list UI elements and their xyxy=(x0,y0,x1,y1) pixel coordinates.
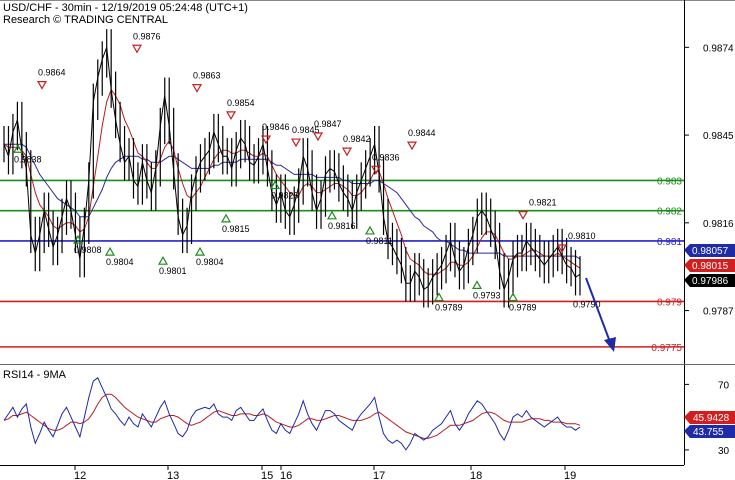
swing-low-label: 0.9816 xyxy=(328,221,356,231)
swing-low-markers: 0.9838 0.9808 0.9804 0.9801 0.9804 0.9815 0.98… xyxy=(12,144,601,313)
time-tick-label: 17 xyxy=(373,470,385,480)
swing-high-label: 0.9821 xyxy=(529,198,557,208)
swing-high-triangle xyxy=(191,84,203,93)
rsi-title: RSI14 - 9MA xyxy=(3,369,67,381)
swing-low-label: 0.9790 xyxy=(573,299,601,309)
time-tick-label: 13 xyxy=(167,470,179,480)
level-labels: 0.983 0.982 0.981 0.979 0.9775 xyxy=(651,176,682,353)
price-tick-label: 0.9845 xyxy=(703,131,734,142)
time-tick-label: 15 xyxy=(261,470,273,480)
price-badge xyxy=(684,259,735,272)
price-tick-label: 0.9816 xyxy=(703,219,734,230)
swing-low-triangle xyxy=(157,255,169,265)
swing-low-triangle xyxy=(433,292,445,302)
swing-high-label: 0.9854 xyxy=(227,98,255,108)
swing-low-label: 0.9815 xyxy=(222,224,250,234)
rsi-badge xyxy=(684,425,735,438)
swing-high-label: 0.9842 xyxy=(343,134,371,144)
swing-low-label: 0.9804 xyxy=(196,257,224,267)
ma-fast-line xyxy=(3,88,581,275)
swing-low-triangle xyxy=(507,292,519,302)
chart-title: USD/CHF - 30min - 12/19/2019 05:24:48 (U… xyxy=(3,2,248,14)
swing-low-triangle xyxy=(194,246,206,256)
price-bars xyxy=(3,29,581,308)
rsi-tick-label: 70 xyxy=(718,380,730,391)
swing-low-label: 0.9826 xyxy=(271,191,299,201)
level-label: 0.9775 xyxy=(651,343,682,354)
time-tick-label: 12 xyxy=(74,470,86,480)
swing-low-label: 0.9838 xyxy=(14,154,42,164)
swing-low-triangle xyxy=(269,180,281,190)
price-badge xyxy=(684,244,735,257)
level-label: 0.982 xyxy=(657,207,682,218)
swing-low-triangle xyxy=(220,213,232,223)
swing-low-label: 0.9801 xyxy=(159,266,187,276)
swing-high-label: 0.9810 xyxy=(568,231,596,241)
swing-low-triangle xyxy=(72,234,84,244)
level-label: 0.979 xyxy=(657,297,682,308)
swing-low-triangle xyxy=(471,280,483,290)
main-panel-frame xyxy=(0,0,735,466)
rsi-line xyxy=(3,377,581,451)
level-label: 0.983 xyxy=(657,176,682,187)
time-tick-label: 19 xyxy=(564,470,576,480)
price-badge-label: 0.97986 xyxy=(692,276,729,287)
rsi-ma-line xyxy=(3,393,581,439)
swing-high-triangle xyxy=(312,132,324,142)
swing-high-label: 0.9863 xyxy=(193,71,221,81)
swing-low-label: 0.9789 xyxy=(509,303,537,313)
swing-high-label: 0.9847 xyxy=(314,119,342,129)
chart-source: Research © TRADING CENTRAL xyxy=(3,14,168,26)
swing-low-label: 0.9789 xyxy=(435,303,463,313)
swing-high-triangle xyxy=(225,111,237,121)
swing-low-triangle xyxy=(326,210,338,220)
time-tick-label: 16 xyxy=(280,470,292,480)
swing-high-triangle xyxy=(370,165,382,175)
projection-arrow xyxy=(585,277,616,352)
price-badge xyxy=(684,274,735,287)
swing-low-triangle xyxy=(364,225,376,235)
swing-high-label: 0.9876 xyxy=(133,31,161,41)
swing-high-triangle xyxy=(517,211,529,220)
swing-high-triangle xyxy=(36,80,48,90)
price-badge-label: 0.98015 xyxy=(692,261,729,272)
rsi-axis: 70 30 xyxy=(684,380,730,457)
swing-high-triangle xyxy=(406,141,418,151)
rsi-badge-label: 43.755 xyxy=(693,427,724,438)
swing-high-triangle xyxy=(260,135,272,145)
price-badge-label: 0.98057 xyxy=(692,246,729,257)
swing-high-triangle xyxy=(341,147,353,157)
swing-high-label: 0.9864 xyxy=(38,68,66,78)
price-line xyxy=(3,47,581,292)
rsi-badges: 45.9428 43.755 xyxy=(684,411,735,438)
price-axis: 0.9874 0.9845 0.9816 0.9787 xyxy=(684,43,734,318)
rsi-badge-label: 45.9428 xyxy=(693,413,730,424)
level-lines xyxy=(0,179,684,348)
swing-low-label: 0.9804 xyxy=(106,257,134,267)
swing-low-triangle xyxy=(104,246,116,256)
price-badges: 0.98057 0.98015 0.97986 xyxy=(684,244,735,287)
swing-high-label: 0.9845 xyxy=(292,125,320,135)
swing-high-triangle xyxy=(290,138,302,148)
time-axis: 12 13 15 16 17 18 19 xyxy=(74,465,576,480)
price-tick-label: 0.9874 xyxy=(703,43,734,54)
rsi-tick-label: 30 xyxy=(718,446,730,457)
ma-slow-line xyxy=(4,143,581,260)
rsi-badge xyxy=(684,411,735,424)
swing-low-label: 0.9793 xyxy=(473,290,501,300)
swing-low-triangle xyxy=(12,144,24,153)
price-tick-label: 0.9787 xyxy=(703,307,734,318)
swing-low-label: 0.9808 xyxy=(74,245,102,255)
level-label: 0.981 xyxy=(657,237,682,248)
swing-high-triangle xyxy=(131,44,143,54)
swing-low-label: 0.9811 xyxy=(366,236,393,246)
swing-high-triangle xyxy=(556,244,568,254)
time-tick-label: 18 xyxy=(470,470,482,480)
swing-high-label: 0.9844 xyxy=(408,128,436,138)
swing-high-label: 0.9836 xyxy=(372,152,400,162)
swing-high-label: 0.9846 xyxy=(262,122,290,132)
